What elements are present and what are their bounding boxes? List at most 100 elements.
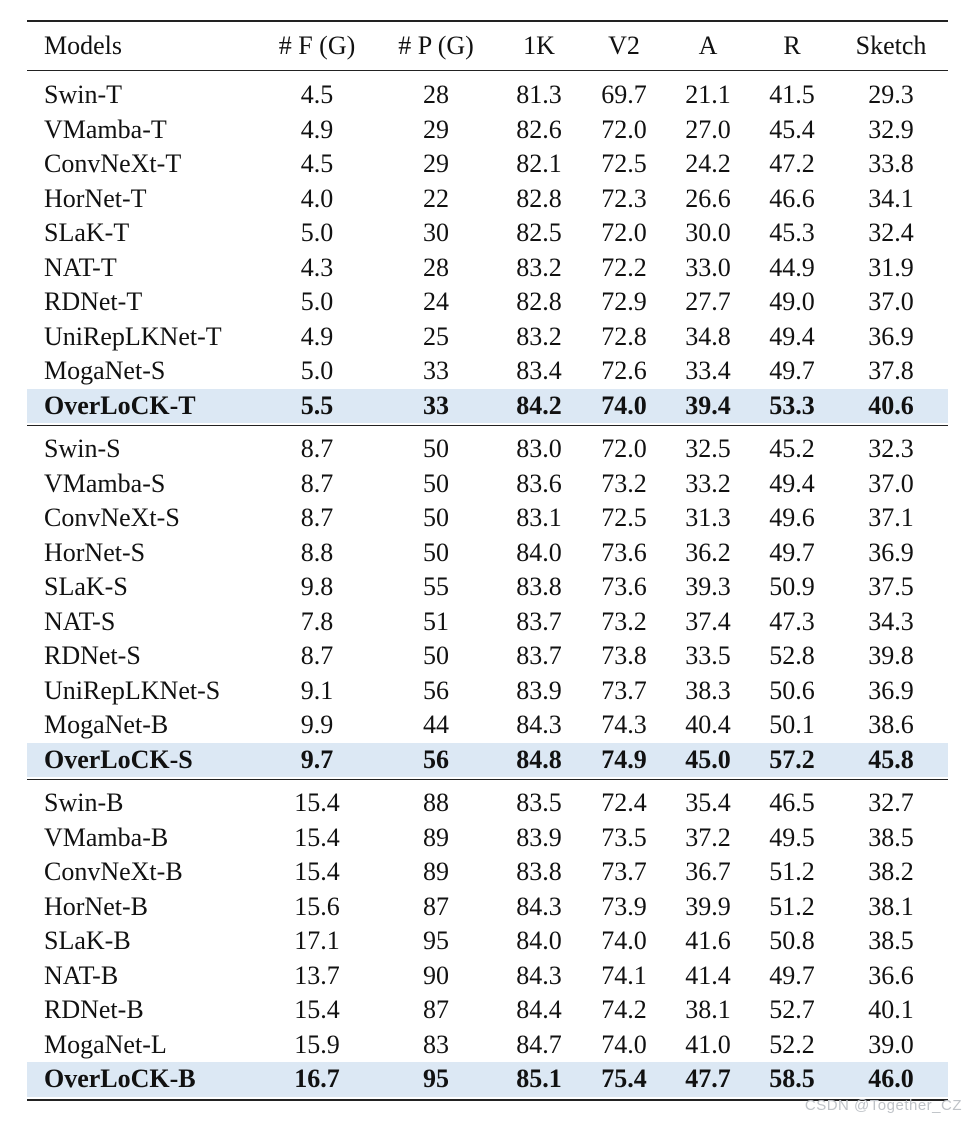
cell-acc-v2: 72.5 (601, 503, 647, 532)
cell-params: 51 (423, 606, 449, 636)
cell-acc-r: 46.6 (769, 183, 815, 213)
cell-acc-a: 30.0 (685, 218, 731, 247)
cell-acc-a: 39.9 (685, 891, 731, 921)
header-models: Models (44, 31, 122, 60)
cell-acc-1k: 82.8 (516, 287, 562, 316)
cell-acc-1k: 82.6 (516, 114, 562, 144)
cell-model: HorNet-S (44, 537, 146, 567)
cell-model: SLaK-B (44, 926, 131, 955)
cell-acc-a: 33.4 (685, 356, 731, 385)
cell-acc-1k: 84.3 (516, 960, 562, 990)
bottom-rule (27, 1098, 948, 1101)
table-header-row: Models # F (G) # P (G) 1K V2 A R Sketch (27, 22, 948, 70)
cell-acc-v2: 74.9 (601, 744, 647, 774)
cell-params: 24 (423, 287, 449, 316)
cell-model: ConvNeXt-S (44, 503, 180, 532)
cell-model: OverLoCK-T (44, 390, 196, 420)
cell-acc-sketch: 37.0 (868, 287, 914, 316)
cell-acc-r: 49.4 (769, 321, 815, 351)
cell-acc-v2: 72.9 (601, 287, 647, 316)
table-group: Swin-T 4.5 28 81.3 69.7 21.1 41.5 29.3 VMamba-T 4… (27, 71, 948, 425)
cell-acc-v2: 72.0 (601, 434, 647, 463)
cell-model: VMamba-T (44, 114, 167, 144)
cell-flops: 15.9 (294, 1029, 340, 1059)
cell-acc-1k: 83.2 (516, 321, 562, 351)
cell-flops: 15.4 (294, 857, 340, 886)
cell-flops: 4.9 (300, 321, 334, 351)
cell-flops: 9.9 (300, 710, 334, 739)
cell-acc-r: 52.8 (769, 641, 815, 670)
cell-acc-sketch: 37.8 (868, 356, 914, 385)
cell-params: 50 (423, 537, 449, 567)
cell-acc-v2: 72.2 (601, 252, 647, 282)
cell-params: 88 (423, 788, 449, 817)
cell-acc-a: 21.1 (685, 80, 731, 109)
cell-acc-a: 33.5 (685, 641, 731, 670)
watermark: CSDN @Together_CZ (804, 1097, 962, 1114)
cell-acc-sketch: 32.3 (868, 434, 914, 463)
cell-acc-v2: 72.4 (601, 788, 647, 817)
cell-params: 22 (423, 183, 449, 213)
cell-acc-r: 49.4 (769, 468, 815, 498)
cell-acc-sketch: 38.5 (868, 926, 914, 955)
cell-acc-sketch: 39.8 (868, 641, 914, 670)
cell-acc-sketch: 36.9 (868, 321, 914, 351)
cell-acc-r: 51.2 (769, 857, 815, 886)
cell-acc-1k: 83.2 (516, 252, 562, 282)
cell-acc-a: 36.7 (685, 857, 731, 886)
cell-acc-sketch: 38.1 (868, 891, 914, 921)
cell-acc-r: 45.4 (769, 114, 815, 144)
cell-acc-1k: 81.3 (516, 80, 562, 109)
cell-acc-a: 27.7 (685, 287, 731, 316)
cell-acc-v2: 72.8 (601, 321, 647, 351)
cell-acc-1k: 83.8 (516, 572, 562, 601)
cell-acc-1k: 83.1 (516, 503, 562, 532)
cell-acc-r: 53.3 (769, 390, 815, 420)
table-row: VMamba-B 15.4 89 83.9 73.5 37.2 49.5 38.5 (27, 821, 948, 856)
cell-acc-sketch: 38.6 (868, 710, 914, 739)
cell-acc-sketch: 33.8 (868, 149, 914, 178)
cell-model: UniRepLKNet-S (44, 675, 221, 705)
cell-acc-r: 49.5 (769, 822, 815, 852)
cell-flops: 17.1 (294, 926, 340, 955)
header-a: A (698, 31, 718, 60)
cell-flops: 9.1 (300, 675, 334, 705)
cell-model: MogaNet-L (44, 1029, 167, 1059)
table-row: Swin-T 4.5 28 81.3 69.7 21.1 41.5 29.3 (27, 78, 948, 113)
cell-flops: 4.3 (300, 252, 334, 282)
cell-flops: 13.7 (294, 960, 340, 990)
cell-flops: 4.9 (300, 114, 334, 144)
cell-acc-a: 47.7 (685, 1064, 731, 1093)
cell-acc-v2: 73.6 (601, 537, 647, 567)
cell-acc-v2: 73.7 (601, 857, 647, 886)
table-group: Swin-S 8.7 50 83.0 72.0 32.5 45.2 32.3 VMamba-S 8… (27, 426, 948, 779)
cell-acc-r: 49.6 (769, 503, 815, 532)
cell-flops: 15.6 (294, 891, 340, 921)
cell-acc-sketch: 34.3 (868, 606, 914, 636)
cell-acc-1k: 84.4 (516, 995, 562, 1024)
cell-acc-a: 37.2 (685, 822, 731, 852)
table-row: SLaK-T 5.0 30 82.5 72.0 30.0 45.3 32.4 (27, 216, 948, 251)
cell-flops: 8.7 (300, 641, 334, 670)
cell-acc-sketch: 32.7 (868, 788, 914, 817)
cell-acc-sketch: 40.6 (868, 390, 914, 420)
cell-acc-1k: 84.3 (516, 710, 562, 739)
cell-acc-a: 37.4 (685, 606, 731, 636)
cell-params: 87 (423, 995, 449, 1024)
cell-acc-r: 49.0 (769, 287, 815, 316)
cell-acc-1k: 84.0 (516, 926, 562, 955)
cell-acc-r: 46.5 (769, 788, 815, 817)
cell-params: 89 (423, 822, 449, 852)
cell-params: 44 (423, 710, 449, 739)
cell-acc-r: 49.7 (769, 537, 815, 567)
cell-flops: 8.7 (300, 503, 334, 532)
cell-params: 90 (423, 960, 449, 990)
cell-acc-sketch: 37.5 (868, 572, 914, 601)
table-row: RDNet-B 15.4 87 84.4 74.2 38.1 52.7 40.1 (27, 993, 948, 1028)
cell-acc-a: 33.0 (685, 252, 731, 282)
cell-acc-r: 45.2 (769, 434, 815, 463)
cell-model: MogaNet-S (44, 356, 166, 385)
cell-acc-1k: 85.1 (516, 1064, 562, 1093)
cell-acc-v2: 72.0 (601, 114, 647, 144)
cell-flops: 15.4 (294, 822, 340, 852)
